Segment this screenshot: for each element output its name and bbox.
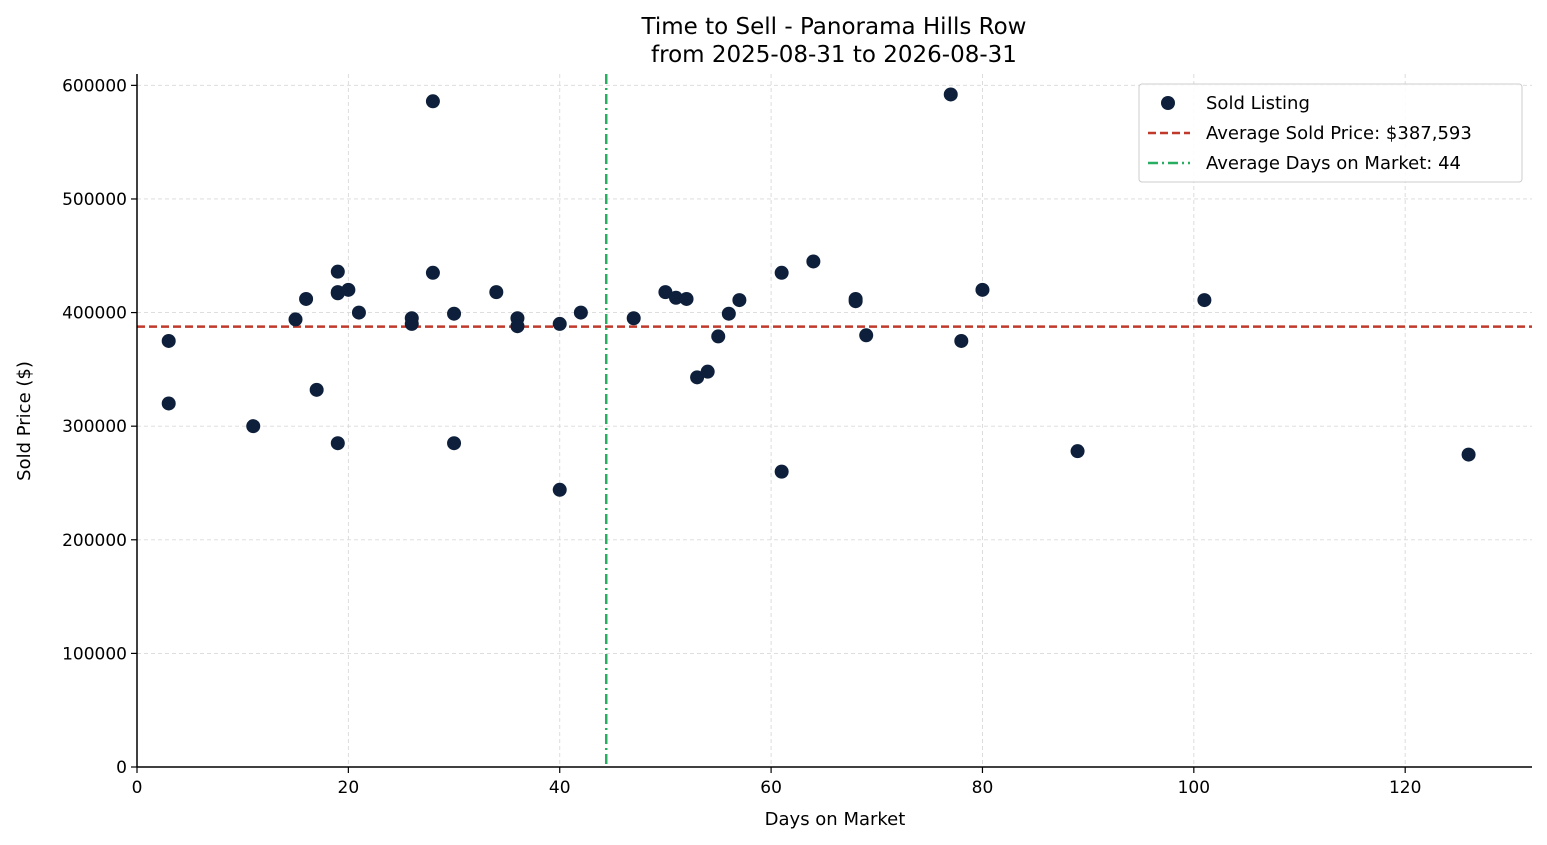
legend-box: [1138, 83, 1523, 183]
sold-listing-point: [658, 285, 673, 300]
x-tick-label: 120: [1389, 778, 1421, 798]
sold-listing-point: [425, 265, 440, 280]
y-tick-label: 600000: [62, 76, 127, 96]
chart-title-line-1: Time to Sell - Panorama Hills Row: [641, 14, 1027, 40]
x-axis-label: Days on Market: [765, 809, 906, 830]
sold-listing-point: [975, 282, 990, 297]
sold-listing-point: [859, 328, 874, 343]
x-tick-label: 40: [549, 778, 571, 798]
sold-listing-point: [943, 87, 958, 102]
y-axis-label: Sold Price ($): [14, 361, 35, 481]
sold-listing-point: [848, 294, 863, 309]
sold-listing-point: [721, 306, 736, 321]
sold-listing-point: [404, 316, 419, 331]
sold-listing-point: [425, 94, 440, 109]
sold-listing-point: [288, 312, 303, 327]
y-tick-label: 500000: [62, 190, 127, 210]
sold-listing-point: [351, 305, 366, 320]
legend-label-avg-days: Average Days on Market: 44: [1206, 153, 1461, 174]
x-tick-label: 80: [972, 778, 994, 798]
sold-listing-point: [954, 333, 969, 348]
sold-listing-point: [510, 319, 525, 334]
sold-listing-point: [161, 396, 176, 411]
legend-label-sold-listing: Sold Listing: [1206, 93, 1310, 114]
sold-listing-point: [1197, 293, 1212, 308]
sold-listing-point: [341, 282, 356, 297]
sold-listing-point: [1070, 444, 1085, 459]
sold-listing-point: [626, 311, 641, 326]
sold-listing-point: [447, 306, 462, 321]
legend-marker-sold-listing: [1161, 96, 1175, 110]
sold-listing-point: [774, 265, 789, 280]
x-tick-label: 60: [760, 778, 782, 798]
sold-listing-point: [299, 291, 314, 306]
sold-listing-point: [552, 482, 567, 497]
sold-listing-point: [668, 290, 683, 305]
sold-listing-point: [330, 285, 345, 300]
reference-lines: [137, 74, 1532, 767]
sold-listing-point: [573, 305, 588, 320]
sold-listing-point: [447, 436, 462, 451]
y-tick-label: 300000: [62, 417, 127, 437]
x-tick-label: 0: [132, 778, 143, 798]
sold-listing-point: [161, 333, 176, 348]
sold-listing-point: [309, 382, 324, 397]
y-tick-label: 400000: [62, 304, 127, 324]
y-tick-label: 0: [116, 758, 127, 778]
sold-listing-point: [679, 291, 694, 306]
data-points: [161, 87, 1476, 497]
x-tick-label: 20: [338, 778, 360, 798]
sold-listing-point: [700, 364, 715, 379]
sold-listing-point: [330, 436, 345, 451]
sold-listing-point: [330, 264, 345, 279]
sold-listing-point: [774, 464, 789, 479]
legend-label-avg-price: Average Sold Price: $387,593: [1206, 123, 1472, 144]
sold-listing-point: [690, 370, 705, 385]
sold-listing-point: [1461, 447, 1476, 462]
y-tick-label: 100000: [62, 644, 127, 664]
legend: Sold Listing Average Sold Price: $387,59…: [1138, 83, 1523, 183]
chart-title-line-2: from 2025-08-31 to 2026-08-31: [651, 42, 1017, 68]
sold-listing-point: [552, 316, 567, 331]
sold-listing-point: [732, 293, 747, 308]
axes: 0 20 40 60 80 100 120 0 100000 200000 300000 400000…: [62, 74, 1532, 798]
sold-listing-point: [711, 329, 726, 344]
sold-listing-point: [246, 419, 261, 434]
sold-listing-point: [806, 254, 821, 269]
y-tick-label: 200000: [62, 531, 127, 551]
x-tick-label: 100: [1178, 778, 1210, 798]
sold-listing-point: [489, 285, 504, 300]
